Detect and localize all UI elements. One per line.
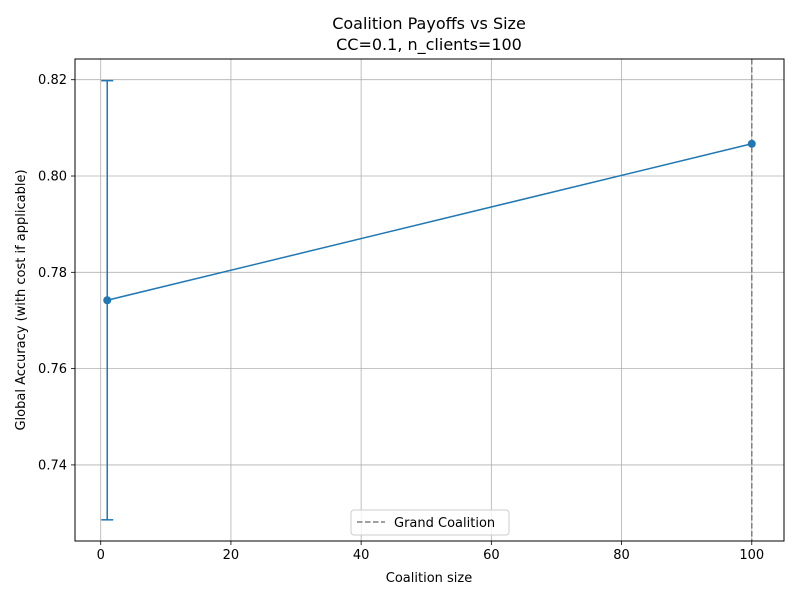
legend-box — [350, 509, 510, 536]
series-line — [107, 143, 752, 301]
legend: Grand Coalition — [350, 509, 510, 536]
y-tick-label: 0.76 — [38, 362, 67, 377]
plot-frame — [74, 58, 785, 542]
x-tick-label: 100 — [739, 548, 764, 563]
data-point — [747, 139, 756, 148]
chart-title: Coalition Payoffs vs Size — [332, 14, 526, 33]
legend-label-grand-coalition: Grand Coalition — [394, 516, 495, 531]
y-tick-label: 0.78 — [38, 266, 67, 281]
grid — [75, 59, 784, 541]
axis-ticks: 0 20 40 60 80 100 0.74 0.76 0.78 0.80 0.82 — [38, 73, 764, 563]
x-axis-label: Coalition size — [386, 571, 472, 586]
x-tick-label: 0 — [97, 548, 105, 563]
y-tick-label: 0.82 — [38, 73, 67, 88]
x-tick-label: 60 — [483, 548, 500, 563]
x-tick-label: 20 — [223, 548, 240, 563]
y-tick-label: 0.80 — [38, 170, 67, 185]
y-axis-label: Global Accuracy (with cost if applicable… — [14, 169, 29, 430]
data-point — [103, 296, 112, 305]
x-tick-label: 40 — [353, 548, 370, 563]
y-tick-label: 0.74 — [38, 458, 67, 473]
chart-subtitle: CC=0.1, n_clients=100 — [336, 35, 522, 55]
x-tick-label: 80 — [613, 548, 630, 563]
plot-area — [101, 59, 756, 541]
